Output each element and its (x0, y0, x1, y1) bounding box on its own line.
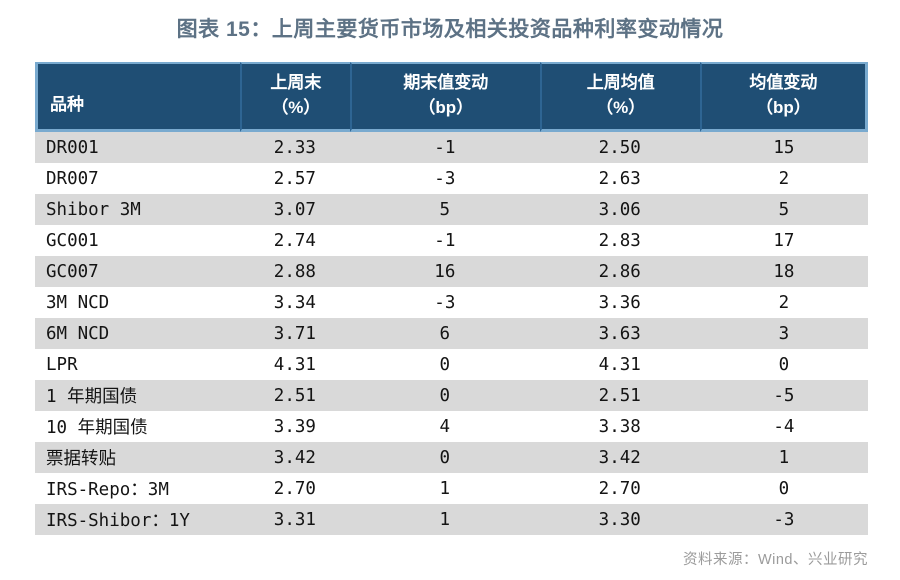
column-label: 上周末 (270, 73, 322, 92)
cell-last-week-end: 2.88 (273, 261, 316, 282)
cell-period-end-change: 0 (439, 447, 451, 468)
cell-average-change: 2 (778, 292, 790, 313)
cell-last-week-average: 3.36 (598, 292, 641, 313)
row-label: 6M NCD (46, 323, 110, 344)
row-label: IRS-Shibor：1Y (46, 511, 190, 532)
table-row-gc001: GC001 2.74 -1 2.83 17 (35, 225, 868, 257)
cell-last-week-average: 3.38 (598, 416, 641, 437)
cell-period-end-change: 1 (439, 509, 451, 530)
cell-last-week-end: 3.07 (273, 199, 316, 220)
cell-last-week-average: 3.30 (598, 509, 641, 530)
cell-last-week-end: 3.42 (273, 447, 316, 468)
cell-last-week-end: 2.74 (273, 230, 316, 251)
cell-period-end-change: 4 (439, 416, 451, 437)
cell-period-end-change: -3 (434, 168, 456, 189)
cell-average-change: 3 (778, 323, 790, 344)
row-label: DR001 (46, 137, 99, 158)
cell-last-week-average: 3.63 (598, 323, 641, 344)
column-label: 期末值变动 (403, 73, 489, 92)
column-header-last-week-end: 上周末 （%） (239, 62, 350, 133)
rate-table: 品种 上周末 （%） 期末值变动 （bp） 上周均值 （%） 均值变动 （bp） DR0… (35, 62, 868, 536)
cell-last-week-average: 2.70 (598, 478, 641, 499)
cell-average-change: 0 (778, 478, 790, 499)
row-label: LPR (46, 354, 78, 375)
row-label: 1 年期国债 (46, 387, 138, 408)
column-label: 上周均值 (586, 73, 655, 92)
cell-period-end-change: 0 (439, 385, 451, 406)
column-unit: （%） (596, 97, 646, 117)
cell-last-week-average: 2.51 (598, 385, 641, 406)
cell-average-change: -3 (773, 509, 795, 530)
cell-average-change: 15 (773, 137, 795, 158)
cell-period-end-change: 16 (434, 261, 456, 282)
cell-average-change: 5 (778, 199, 790, 220)
row-label: DR007 (46, 168, 99, 189)
table-header-row: 品种 上周末 （%） 期末值变动 （bp） 上周均值 （%） 均值变动 （bp） (35, 62, 868, 133)
cell-last-week-end: 2.57 (273, 168, 316, 189)
table-row-1y-treasury: 1 年期国债 2.51 0 2.51 -5 (35, 380, 868, 412)
cell-average-change: 18 (773, 261, 795, 282)
cell-last-week-end: 3.31 (273, 509, 316, 530)
figure-title: 图表 15：上周主要货币市场及相关投资品种利率变动情况 (176, 18, 724, 41)
cell-average-change: -4 (773, 416, 795, 437)
column-header-average-change: 均值变动 （bp） (699, 62, 868, 133)
data-source-note: 资料来源：Wind、兴业研究 (682, 552, 868, 568)
cell-period-end-change: 6 (439, 323, 451, 344)
table-row-lpr: LPR 4.31 0 4.31 0 (35, 349, 868, 381)
column-header-period-end-change: 期末值变动 （bp） (349, 62, 540, 133)
table-row-shibor-3m: Shibor 3M 3.07 5 3.06 5 (35, 194, 868, 226)
row-label: 10 年期国债 (46, 418, 148, 439)
cell-period-end-change: -3 (434, 292, 456, 313)
cell-average-change: 1 (778, 447, 790, 468)
cell-last-week-average: 3.42 (598, 447, 641, 468)
cell-last-week-end: 2.70 (273, 478, 316, 499)
column-unit: （%） (271, 97, 321, 117)
column-label: 均值变动 (749, 73, 818, 92)
cell-last-week-end: 3.39 (273, 416, 316, 437)
table-header: 品种 上周末 （%） 期末值变动 （bp） 上周均值 （%） 均值变动 （bp） (35, 62, 868, 133)
cell-last-week-end: 4.31 (273, 354, 316, 375)
table-row-3m-ncd: 3M NCD 3.34 -3 3.36 2 (35, 287, 868, 319)
cell-average-change: 0 (778, 354, 790, 375)
table-row-6m-ncd: 6M NCD 3.71 6 3.63 3 (35, 318, 868, 350)
cell-average-change: -5 (773, 385, 795, 406)
column-unit: （bp） (755, 97, 811, 117)
column-label: 品种 (50, 94, 84, 114)
cell-period-end-change: 5 (439, 199, 451, 220)
table-row-dr007: DR007 2.57 -3 2.63 2 (35, 163, 868, 195)
cell-last-week-average: 2.83 (598, 230, 641, 251)
row-label: 3M NCD (46, 292, 110, 313)
cell-average-change: 17 (773, 230, 795, 251)
row-label: Shibor 3M (46, 199, 141, 220)
cell-last-week-end: 2.33 (273, 137, 316, 158)
cell-last-week-average: 2.50 (598, 137, 641, 158)
row-label: GC001 (46, 230, 99, 251)
cell-period-end-change: 1 (439, 478, 451, 499)
row-label: IRS-Repo：3M (46, 480, 169, 501)
column-header-last-week-average: 上周均值 （%） (539, 62, 700, 133)
table-row-bill-rediscount: 票据转贴 3.42 0 3.42 1 (35, 442, 868, 474)
cell-period-end-change: 0 (439, 354, 451, 375)
table-row-dr001: DR001 2.33 -1 2.50 15 (35, 132, 868, 164)
cell-last-week-average: 4.31 (598, 354, 641, 375)
cell-average-change: 2 (778, 168, 790, 189)
table-body: DR001 2.33 -1 2.50 15 DR007 2.57 -3 2.63… (35, 132, 868, 536)
cell-last-week-end: 3.34 (273, 292, 316, 313)
row-label: 票据转贴 (46, 449, 116, 470)
table-row-irs-shibor-1y: IRS-Shibor：1Y 3.31 1 3.30 -3 (35, 504, 868, 536)
cell-last-week-end: 3.71 (273, 323, 316, 344)
table-row-10y-treasury: 10 年期国债 3.39 4 3.38 -4 (35, 411, 868, 443)
cell-last-week-average: 2.86 (598, 261, 641, 282)
column-unit: （bp） (418, 97, 474, 117)
row-label: GC007 (46, 261, 99, 282)
table-row-irs-repo-3m: IRS-Repo：3M 2.70 1 2.70 0 (35, 473, 868, 505)
column-header-variety: 品种 (35, 62, 240, 133)
cell-period-end-change: -1 (434, 230, 456, 251)
cell-period-end-change: -1 (434, 137, 456, 158)
table-row-gc007: GC007 2.88 16 2.86 18 (35, 256, 868, 288)
cell-last-week-end: 2.51 (273, 385, 316, 406)
cell-last-week-average: 3.06 (598, 199, 641, 220)
cell-last-week-average: 2.63 (598, 168, 641, 189)
